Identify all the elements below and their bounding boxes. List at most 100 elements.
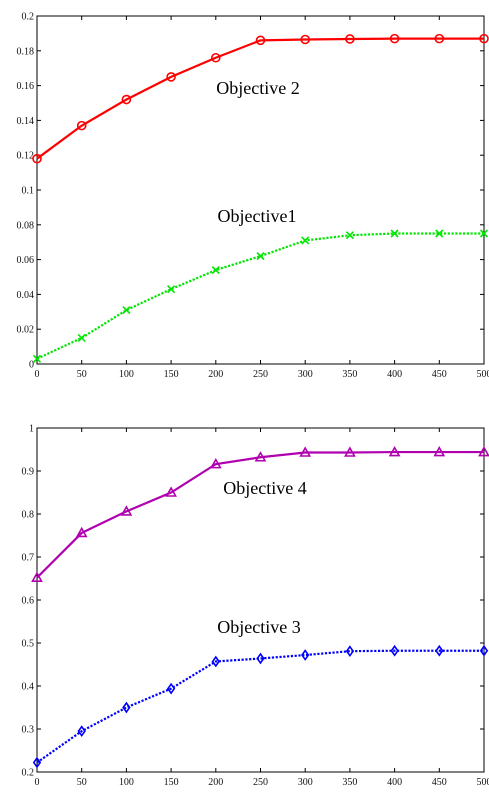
bottom-series-line-1 [36,649,484,764]
top-series-1-point [32,354,42,363]
bottom-x-tick-label: 150 [164,777,179,788]
top-series-1-point [122,305,131,315]
bottom-y-tick-label: 0.4 [22,682,35,693]
top-x-tick-label: 300 [298,369,313,380]
bottom-y-tick-label: 1 [29,424,34,435]
top-series-0-point [76,120,87,131]
bottom-series-0-point [31,571,43,582]
bottom-series-0-point [478,445,489,457]
top-axes-frame [36,15,485,365]
top-y-tick-label: 0.06 [17,255,35,266]
top-y-tick-label: 0.18 [17,46,35,57]
bottom-annotation-0: Objective 4 [223,478,306,498]
top-series-1-point [435,229,444,238]
bottom-series-0-point [433,445,446,457]
top-series-0-point [389,33,400,44]
top-series-1 [32,229,489,363]
bottom-x-tick-label: 0 [35,777,40,788]
top-x-tick-label: 400 [387,369,402,380]
bottom-series-1-point [301,649,310,661]
top-series-0-point [166,72,176,82]
chart-top: 0 50 100 150 200 250 300 350 400 450 500 0 0.02 0.04 0… [0,0,489,390]
bottom-y-tick-label: 0.8 [22,510,35,521]
top-y-tick-label: 0.14 [17,116,35,127]
bottom-x-tick-label: 350 [342,777,357,788]
bottom-series-0-point [120,505,133,516]
top-x-tick-label: 200 [208,369,223,380]
bottom-series-1 [32,644,489,769]
bottom-x-tick-label: 50 [77,777,87,788]
top-x-tick-label: 450 [432,369,447,380]
top-y-tick-label: 0.2 [22,12,35,23]
bottom-series-0-point [209,457,222,469]
top-y-tick-label: 0.04 [17,290,35,301]
top-x-tick-label: 100 [119,369,134,380]
bottom-series-line-0 [36,450,484,579]
bottom-series-0-point [165,486,177,497]
top-series-1-point [390,229,399,238]
top-series-1-point [345,231,354,240]
bottom-y-tick-label: 0.9 [22,467,35,478]
top-x-tick-label: 150 [164,369,179,380]
bottom-series-0-point [388,445,401,457]
bottom-y-tick-label: 0.3 [22,725,35,736]
bottom-series-1-point [435,644,444,657]
chart-bottom-svg: 0 50 100 150 200 250 300 350 400 450 500 0.2 0.3 0.4 0… [22,424,489,788]
top-y-tick-label: 0.08 [17,220,35,231]
top-x-tick-label: 500 [477,369,489,380]
bottom-series-0-point [344,446,356,457]
bottom-series-1-point [122,701,131,714]
top-series-0 [32,33,489,164]
top-x-tick-label: 0 [35,369,40,380]
top-series-0-point [345,34,355,44]
top-x-tick-label: 50 [77,369,87,380]
bottom-x-tick-label: 400 [387,777,402,788]
top-series-0-point [255,35,266,46]
top-y-tick-label: 0.1 [22,186,35,197]
chart-top-svg: 0 50 100 150 200 250 300 350 400 450 500 0 0.02 0.04 0… [17,12,489,381]
bottom-series-1-point [32,756,42,769]
bottom-y-tick-label: 0.6 [22,596,35,607]
top-series-1-point [479,229,489,238]
bottom-y-tick-label: 0.7 [22,553,35,564]
bottom-series-0-point [75,526,88,538]
bottom-series-0 [31,445,489,582]
top-series-1-point [211,265,220,275]
bottom-series-0-point [299,446,312,457]
bottom-x-tick-label: 200 [208,777,223,788]
top-series-1-point [167,285,176,294]
bottom-x-tick-label: 500 [477,777,489,788]
bottom-series-1-point [345,645,355,658]
top-y-tick-label: 0.02 [17,325,35,336]
top-annotation-1: Objective1 [218,206,297,226]
bottom-series-1-point [211,655,220,668]
top-x-tick-label: 250 [253,369,268,380]
top-series-0-point [434,33,445,44]
bottom-series-1-point [256,652,265,665]
top-x-tick-label: 350 [342,369,357,380]
top-series-line-1 [36,232,484,360]
bottom-x-tick-label: 450 [432,777,447,788]
top-y-tick-label: 0.12 [17,151,35,162]
top-series-1-point [301,236,310,245]
chart-bottom: 0 50 100 150 200 250 300 350 400 450 500 0.2 0.3 0.4 0… [0,410,489,793]
top-annotation-0: Objective 2 [216,78,299,98]
top-y-tick-label: 0.16 [17,81,35,92]
top-y-tick-label: 0 [29,360,34,371]
top-series-0-point [300,34,311,45]
top-series-1-point [256,252,265,261]
top-series-0-point [211,52,221,63]
top-series-0-point [479,33,489,44]
bottom-annotation-1: Objective 3 [217,617,300,637]
top-series-0-point [121,94,132,105]
bottom-x-tick-label: 100 [119,777,134,788]
bottom-series-1-point [390,644,399,657]
bottom-x-tick-label: 250 [253,777,268,788]
bottom-y-tick-label: 0.2 [22,768,35,779]
top-series-1-point [77,333,86,342]
top-series-0-point [32,153,42,164]
bottom-series-0-point [254,451,267,462]
top-series-line-0 [36,37,484,160]
bottom-series-1-point [479,644,489,657]
